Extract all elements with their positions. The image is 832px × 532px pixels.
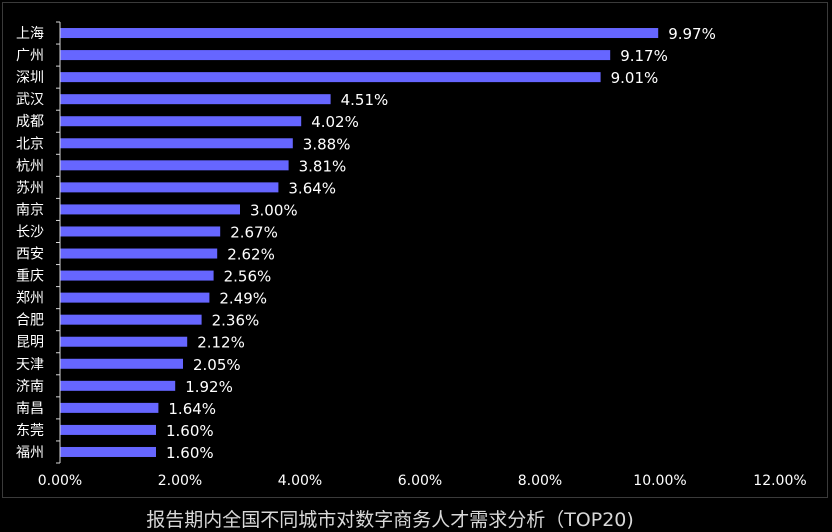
bars-group [60, 28, 659, 457]
value-label: 2.49% [219, 290, 267, 308]
x-tick-label: 6.00% [398, 473, 442, 489]
value-label: 4.02% [311, 113, 359, 131]
bar-7 [60, 160, 289, 171]
bar-8 [60, 182, 279, 193]
bar-2 [60, 50, 611, 61]
bar-17 [60, 380, 176, 391]
category-label: 郑州 [16, 291, 44, 307]
x-tick-label: 10.00% [633, 473, 686, 489]
x-tick-label: 4.00% [278, 473, 322, 489]
category-label: 天津 [16, 357, 44, 373]
category-label: 杭州 [16, 158, 44, 174]
axis-group [56, 21, 61, 464]
value-label: 3.64% [288, 179, 336, 197]
bar-4 [60, 94, 331, 105]
bar-13 [60, 292, 210, 303]
x-tick-label: 8.00% [518, 473, 562, 489]
chart-frame [2, 2, 828, 498]
category-label: 南京 [16, 202, 44, 218]
value-label: 9.17% [620, 47, 668, 65]
bar-3 [60, 72, 601, 83]
value-label: 1.92% [185, 378, 233, 396]
bar-chart: 上海广州深圳武汉成都北京杭州苏州南京长沙西安重庆郑州合肥昆明天津济南南昌东莞福州… [16, 21, 807, 489]
category-label: 长沙 [16, 224, 44, 240]
value-label: 3.81% [299, 157, 347, 175]
value-labels-group: 9.97%9.17% 9.01% 4.51% 4.02% 3.88% 3.81% 3.64%… [166, 25, 716, 462]
value-label: 2.36% [212, 312, 260, 330]
category-label: 西安 [16, 247, 44, 263]
category-label: 重庆 [16, 269, 44, 285]
bar-12 [60, 270, 214, 281]
value-label: 3.88% [303, 135, 351, 153]
value-label: 2.62% [227, 246, 275, 264]
chart-title: 报告期内全国不同城市对数字商务人才需求分析（TOP20) [146, 509, 634, 531]
value-label: 2.56% [224, 268, 272, 286]
value-label: 9.01% [611, 69, 659, 87]
bar-6 [60, 138, 293, 149]
value-label: 1.60% [166, 422, 214, 440]
bar-18 [60, 402, 159, 413]
value-label: 2.05% [193, 356, 241, 374]
bar-16 [60, 358, 183, 369]
category-label: 南昌 [16, 401, 44, 417]
x-tick-labels-group: 0.00% 2.00% 4.00% 6.00% 8.00% 10.00% 12.00% [38, 473, 807, 489]
category-label: 福州 [16, 445, 44, 461]
category-label: 北京 [16, 136, 44, 152]
value-label: 3.00% [250, 201, 298, 219]
category-label: 合肥 [16, 313, 44, 329]
category-label: 深圳 [16, 70, 44, 86]
category-label: 武汉 [16, 92, 44, 108]
category-label: 昆明 [16, 335, 44, 351]
x-tick-label: 0.00% [38, 473, 82, 489]
category-label: 广州 [16, 48, 44, 64]
bar-14 [60, 314, 202, 325]
value-label: 2.67% [230, 223, 278, 241]
value-label: 2.12% [197, 334, 245, 352]
category-label: 苏州 [16, 180, 44, 196]
bar-10 [60, 226, 221, 237]
category-label: 上海 [16, 26, 44, 42]
bar-5 [60, 116, 302, 127]
bar-20 [60, 446, 156, 457]
bar-11 [60, 248, 218, 259]
bar-15 [60, 336, 188, 347]
value-label: 4.51% [341, 91, 389, 109]
value-label: 9.97% [668, 25, 716, 43]
category-label: 东莞 [16, 423, 44, 439]
bar-1 [60, 28, 659, 39]
value-label: 1.60% [166, 444, 214, 462]
bar-19 [60, 424, 156, 435]
category-label: 成都 [16, 114, 44, 130]
value-label: 1.64% [168, 400, 216, 418]
x-tick-label: 12.00% [753, 473, 806, 489]
bar-9 [60, 204, 240, 215]
x-tick-label: 2.00% [158, 473, 202, 489]
category-label: 济南 [16, 379, 44, 395]
